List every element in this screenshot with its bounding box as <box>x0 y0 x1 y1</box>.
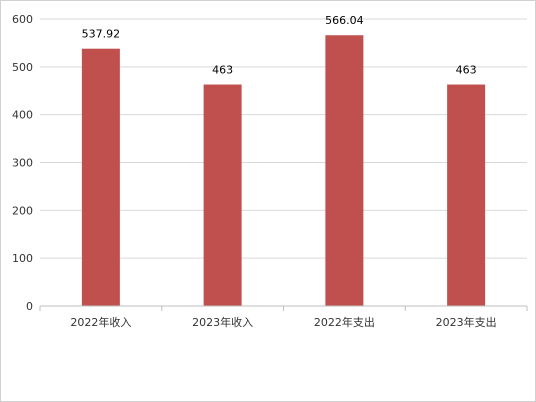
data-label: 463 <box>212 64 233 77</box>
y-tick-label: 600 <box>12 13 33 26</box>
data-label: 463 <box>456 64 477 77</box>
bar <box>447 84 486 306</box>
y-tick-label: 300 <box>12 157 33 170</box>
bar <box>81 48 120 306</box>
data-label: 566.04 <box>325 14 364 27</box>
bar <box>325 35 364 306</box>
data-label: 537.92 <box>82 28 121 41</box>
x-tick-label: 2022年收入 <box>70 315 131 329</box>
y-tick-label: 500 <box>12 61 33 74</box>
y-tick-label: 200 <box>12 204 33 217</box>
y-tick-label: 100 <box>12 252 33 265</box>
bar <box>203 84 242 306</box>
x-tick-label: 2023年支出 <box>436 315 497 329</box>
y-tick-label: 0 <box>26 300 33 313</box>
x-tick-label: 2022年支出 <box>314 315 375 329</box>
y-tick-label: 400 <box>12 109 33 122</box>
x-tick-label: 2023年收入 <box>192 315 253 329</box>
